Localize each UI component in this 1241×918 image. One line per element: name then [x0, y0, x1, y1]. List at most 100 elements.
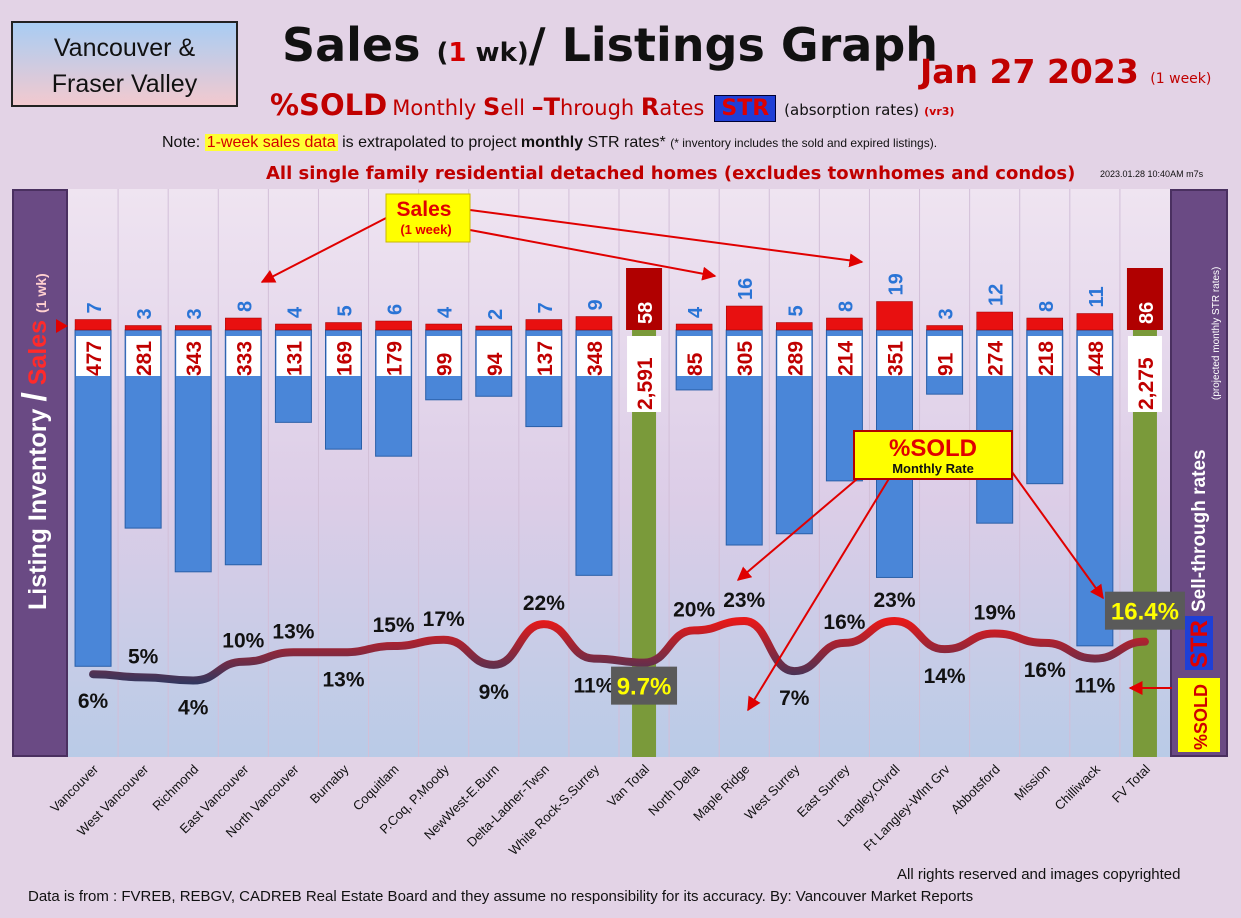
sales-bar — [225, 317, 262, 331]
sales-bar — [675, 323, 713, 331]
title-listings: / Listings Graph — [528, 18, 939, 72]
note-small: (* inventory includes the sold and expir… — [670, 136, 938, 150]
right-axis-sublabel: (projected monthly STR rates) — [1211, 267, 1222, 400]
inventory-label-box — [677, 336, 712, 376]
sales-bar — [174, 325, 212, 331]
category-label: Vancouver — [47, 761, 101, 815]
inventory-label-box — [576, 336, 611, 376]
sold-value: 13% — [272, 620, 314, 643]
category-label: Richmond — [149, 762, 201, 814]
sold-labels: 6%5%4%10% 13%13%15% 17%9%22%11% 9.7%20% 23%7… — [78, 589, 1185, 719]
inventory-value: 477 — [83, 341, 106, 376]
inventory-value: 218 — [1035, 341, 1058, 376]
left-sales-pointer — [56, 319, 68, 333]
title-sales: Sales — [281, 18, 437, 72]
copyright-note: All rights reserved and images copyright… — [897, 866, 1181, 883]
right-sold-box — [1178, 678, 1220, 752]
region-line-1: Vancouver & — [53, 34, 196, 62]
inventory-label-box — [927, 336, 962, 376]
sold-value: 16% — [823, 611, 865, 634]
category-label: West Surrey — [741, 761, 802, 822]
left-axis-label: Listing Inventory / Sales (1 wk) — [16, 273, 54, 610]
inventory-value: 333 — [233, 341, 256, 376]
sales-bar — [425, 323, 462, 331]
inventory-value: 99 — [434, 353, 457, 376]
subtitle-r: R — [640, 93, 660, 121]
inventory-value: 351 — [885, 341, 908, 376]
sold-callout-title: %SOLD — [889, 435, 977, 462]
inventory-label-box — [727, 336, 762, 376]
inventory-value: 2,275 — [1135, 357, 1158, 410]
right-str-label: STR — [1186, 620, 1213, 668]
subtitle-rates: Monthly Sell –Through Rates — [392, 93, 705, 121]
inventory-label-box — [476, 336, 511, 376]
sold-value: 19% — [974, 602, 1016, 625]
report-date: Jan 27 2023 (1 week) — [920, 52, 1211, 91]
sold-value: 22% — [523, 592, 565, 615]
inventory-value: 137 — [534, 341, 557, 376]
title-num: 1 — [448, 38, 467, 68]
title-paren: ( — [436, 38, 449, 68]
subtitle-monthly: Monthly — [392, 96, 484, 120]
subtitle-ates: ates — [659, 96, 705, 120]
sales-bar — [1026, 317, 1064, 331]
sales-bar — [375, 320, 412, 331]
sales-value: 3 — [184, 308, 206, 319]
inventory-value: 281 — [133, 341, 156, 376]
sold-value: 14% — [924, 665, 966, 688]
sales-bar — [725, 305, 763, 331]
inventory-value: 131 — [283, 341, 306, 376]
inventory-value: 348 — [584, 341, 607, 376]
sold-value: 11% — [574, 675, 615, 698]
inventory-value: 214 — [834, 341, 857, 376]
note-bold: monthly — [520, 134, 584, 151]
sales-bar — [74, 319, 112, 331]
inventory-label-box — [977, 336, 1012, 376]
subtitle: %SOLD Monthly Sell –Through Rates STR (abs… — [270, 88, 954, 122]
date-note: (1 week) — [1150, 71, 1212, 87]
sold-value: 16% — [1024, 659, 1066, 682]
sales-value: 58 — [635, 302, 657, 324]
absorption-note: (absorption rates) — [784, 101, 920, 119]
subtitle-ell: ell — [500, 96, 532, 120]
category-label: Chilliwack — [1052, 761, 1104, 813]
left-axis-panel — [12, 189, 68, 757]
sales-bar — [776, 322, 813, 331]
right-axis-label: Sell-through rates — [1189, 449, 1210, 612]
sales-bar — [1076, 313, 1114, 331]
inventory-label-box — [777, 336, 812, 376]
note-highlight: 1-week sales data — [204, 134, 338, 151]
sales-bar — [124, 325, 162, 331]
category-label: White Rock-S.Surrey — [506, 761, 603, 858]
sold-line — [89, 617, 1149, 685]
sold-value: 23% — [873, 589, 915, 612]
sold-total-box — [611, 666, 678, 705]
category-label: Mission — [1011, 762, 1053, 804]
source-note: Data is from : FVREB, REBGV, CADREB Real… — [28, 888, 974, 905]
inventory-label-box — [126, 336, 161, 376]
sold-total-box — [1104, 591, 1185, 630]
sales-bar — [876, 301, 913, 331]
right-str-box — [1185, 616, 1213, 670]
inventory-value: 91 — [935, 352, 958, 376]
sold-total-value: 16.4% — [1111, 599, 1179, 626]
sales-bar — [475, 325, 513, 331]
subheading: All single family residential detached h… — [266, 163, 1076, 184]
category-label: Abbotsford — [948, 762, 1003, 817]
sales-bar — [525, 319, 563, 331]
category-label: Ft Langley-Wlnt Grv — [860, 761, 953, 854]
sales-value: 3 — [936, 308, 958, 319]
sales-value: 19 — [886, 273, 908, 295]
sales-value: 8 — [1036, 301, 1058, 312]
inventory-value: 85 — [684, 352, 707, 376]
region-line-2: Fraser Valley — [51, 70, 198, 98]
sales-value: 6 — [385, 304, 407, 315]
sales-value: 16 — [735, 278, 757, 300]
sales-bar — [325, 322, 362, 331]
sales-value: 5 — [335, 305, 357, 316]
sales-bar — [976, 311, 1013, 331]
sales-value: 8 — [835, 301, 857, 312]
sales-callout: Sales (1 week) — [260, 193, 864, 283]
